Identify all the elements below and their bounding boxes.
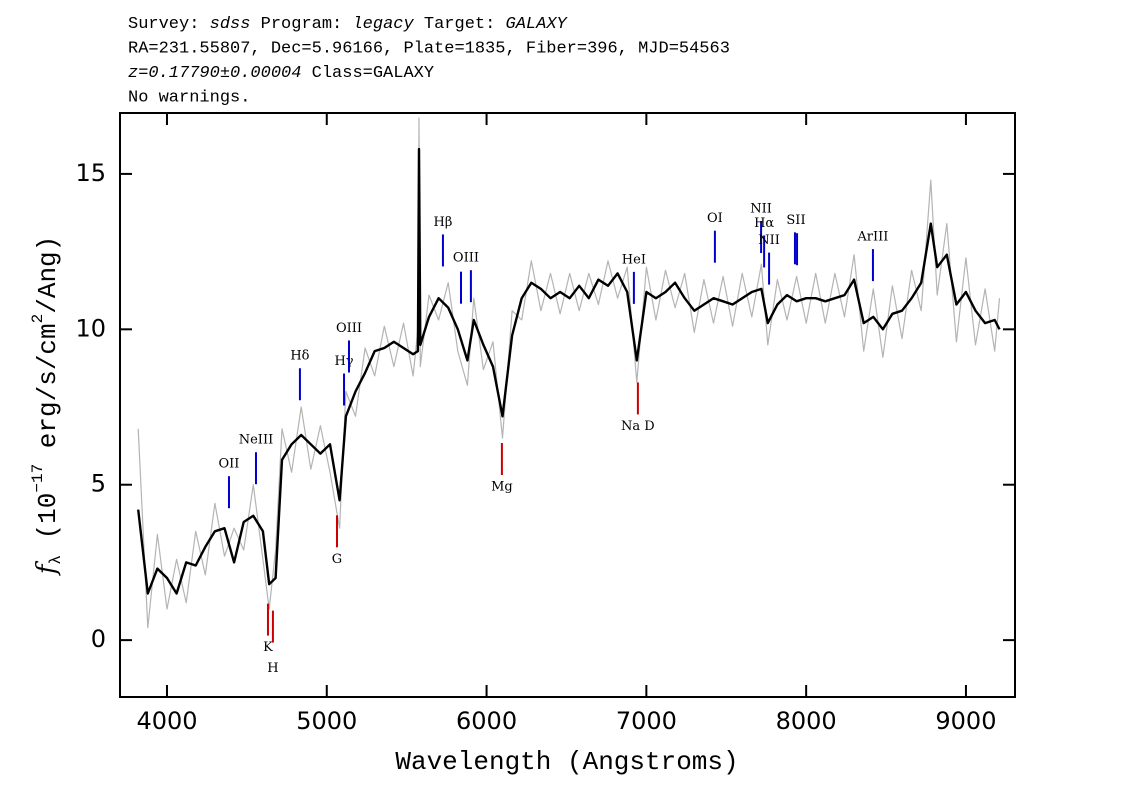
header-line: No warnings. bbox=[128, 89, 250, 108]
header-segment: No warnings. bbox=[128, 89, 250, 108]
emission-label: NII bbox=[758, 233, 780, 248]
emission-label: OIII bbox=[453, 251, 479, 266]
y-tick-label: 10 bbox=[75, 314, 106, 342]
header-line: z=0.17790±0.00004 Class=GALAXY bbox=[128, 64, 434, 83]
spectrum bbox=[137, 117, 1001, 629]
y-label-segment: 2 bbox=[29, 314, 47, 324]
emission-label: OIII bbox=[336, 321, 362, 336]
header-segment: Program: bbox=[250, 15, 352, 34]
y-label-segment: λ bbox=[47, 555, 65, 565]
header-segment: Class=GALAXY bbox=[301, 64, 434, 83]
emission-label: Hδ bbox=[290, 349, 309, 364]
y-label-segment: erg/s/cm bbox=[33, 323, 63, 463]
x-tick-label: 7000 bbox=[616, 707, 677, 735]
plot-frame bbox=[119, 112, 1016, 698]
header-segment: Target: bbox=[414, 15, 506, 34]
emission-label: OI bbox=[707, 211, 723, 226]
flux-raw bbox=[137, 117, 1001, 629]
absorption-label: Mg bbox=[491, 480, 513, 495]
emission-label: HeI bbox=[622, 252, 646, 267]
header-segment: legacy bbox=[352, 15, 414, 34]
x-axis-label: Wavelength (Angstroms) bbox=[395, 747, 738, 777]
y-label-segment: /Ang) bbox=[33, 236, 63, 314]
x-tick-label: 5000 bbox=[296, 707, 357, 735]
absorption-label: G bbox=[332, 552, 342, 567]
absorption-label: H bbox=[267, 661, 278, 676]
emission-label: NeIII bbox=[239, 433, 273, 448]
emission-label: NII bbox=[750, 202, 772, 217]
y-tick-label: 0 bbox=[91, 625, 106, 653]
header-segment: z=0.17790±0.00004 bbox=[128, 64, 301, 83]
emission-label: SII bbox=[786, 213, 805, 228]
header-segment: GALAXY bbox=[506, 15, 569, 34]
x-tick-label: 9000 bbox=[935, 707, 996, 735]
header-segment: Survey: bbox=[128, 15, 210, 34]
emission-label: OII bbox=[219, 457, 240, 472]
header-segment: sdss bbox=[210, 15, 251, 34]
y-label-segment: −17 bbox=[29, 464, 47, 493]
emission-label: Hγ bbox=[334, 354, 353, 369]
y-axis-label: fλ (10−17 erg/s/cm2/Ang) bbox=[29, 236, 65, 577]
emission-label: Hβ bbox=[434, 215, 453, 230]
y-tick-label: 5 bbox=[91, 470, 106, 498]
header-line: RA=231.55807, Dec=5.96166, Plate=1835, F… bbox=[128, 40, 730, 59]
absorption-label: K bbox=[263, 640, 273, 655]
absorption-label: Na D bbox=[621, 419, 655, 434]
header-segment: RA=231.55807, Dec=5.96166, Plate=1835, F… bbox=[128, 40, 730, 59]
y-tick-label: 15 bbox=[75, 159, 106, 187]
header-line: Survey: sdss Program: legacy Target: GAL… bbox=[128, 15, 569, 34]
x-tick-label: 6000 bbox=[456, 707, 517, 735]
y-label-segment: (10 bbox=[33, 493, 63, 555]
emission-label: ArIII bbox=[856, 230, 888, 245]
emission-label: Hα bbox=[754, 216, 774, 231]
flux-smoothed bbox=[137, 147, 1001, 595]
x-tick-label: 8000 bbox=[776, 707, 837, 735]
x-tick-label: 4000 bbox=[136, 707, 197, 735]
